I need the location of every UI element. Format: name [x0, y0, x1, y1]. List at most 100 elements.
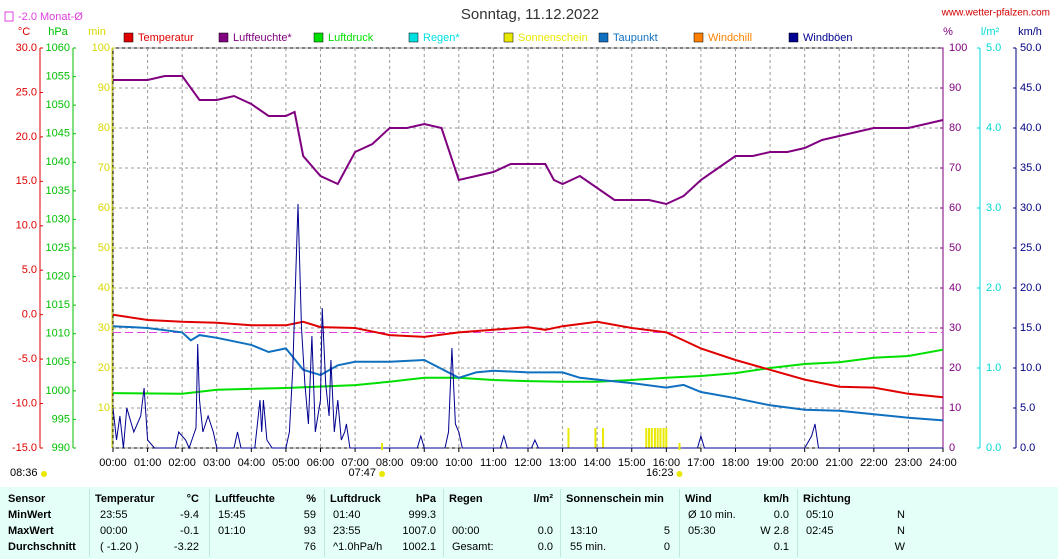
sun-label: 07:47: [349, 467, 377, 479]
axis-tick-label: 30: [949, 322, 961, 334]
table-cell: Sonnenschein min: [566, 493, 664, 505]
table-cell: °C: [186, 493, 199, 505]
legend-label: Temperatur: [138, 32, 194, 44]
series-bar: [648, 428, 651, 448]
x-tick-label: 17:00: [687, 457, 715, 469]
table-cell: 15:45: [218, 509, 246, 521]
axis-tick-label: 20: [949, 362, 961, 374]
source: www.wetter-pfalzen.com: [941, 8, 1050, 19]
series-line: [112, 325, 944, 422]
x-tick-label: 02:00: [168, 457, 196, 469]
table-cell: W 2.8: [760, 525, 789, 537]
separator: [797, 489, 798, 557]
sun-icon: [379, 471, 386, 477]
table-cell: 01:10: [218, 525, 246, 537]
table-cell: 23:55: [333, 525, 361, 537]
axis-tick-label: 30.0: [16, 42, 37, 54]
axis-tick-label: 0: [949, 442, 955, 454]
table-cell: 01:40: [333, 509, 361, 521]
axis-tick-label: 0.0: [1020, 442, 1035, 454]
legend-label: Sonnenschein: [518, 32, 588, 44]
chart-title: Sonntag, 11.12.2022: [461, 6, 599, 23]
table-cell: Regen: [449, 493, 483, 505]
axis-tick-label: 4.0: [986, 122, 1001, 134]
axis-tick-label: 90: [98, 82, 110, 94]
axis-tick-label: 1020: [46, 270, 70, 282]
axis-tick-label: 990: [52, 442, 70, 454]
series-line: [112, 203, 943, 450]
table-cell: 0.0: [537, 525, 553, 537]
table-cell: ( -1.20 ): [100, 541, 139, 553]
legend-swatch: [503, 32, 514, 43]
axis-tick-label: 1005: [46, 356, 70, 368]
axis-tick-label: -15.0: [12, 442, 37, 454]
separator: [89, 489, 90, 557]
table-cell: Sensor: [8, 493, 46, 505]
table-cell: 999.3: [408, 509, 436, 521]
table-cell: 76: [303, 541, 316, 553]
axis-tick-label: 40: [949, 282, 961, 294]
axis-tick-label: 10.0: [1020, 362, 1041, 374]
table-cell: -0.1: [180, 525, 199, 537]
x-tick-label: 04:00: [238, 457, 266, 469]
table-cell: %: [306, 493, 316, 505]
table-cell: 05:30: [688, 525, 716, 537]
axis-tick-label: 30.0: [1020, 202, 1041, 214]
x-tick-label: 06:00: [307, 457, 335, 469]
table-cell: N: [897, 509, 905, 521]
legend-swatch: [598, 32, 609, 43]
reference-label: -2.0 Monat-Ø: [18, 11, 83, 23]
axis-unit: °C: [18, 26, 30, 38]
axis-tick-label: -10.0: [12, 397, 37, 409]
legend-label: Taupunkt: [613, 32, 658, 44]
series-bar: [665, 428, 668, 448]
table-cell: Luftdruck: [330, 493, 381, 505]
axis-tick-label: 1000: [46, 385, 70, 397]
axis-tick-label: 20: [98, 362, 110, 374]
axis-tick-label: 25.0: [16, 86, 37, 98]
axis-tick-label: 1035: [46, 185, 70, 197]
series-bar: [567, 428, 570, 448]
axis-tick-label: 70: [98, 162, 110, 174]
axis-tick-label: 25.0: [1020, 242, 1041, 254]
axis-unit: hPa: [48, 26, 68, 38]
table-cell: N: [897, 525, 905, 537]
table-cell: 02:45: [806, 525, 834, 537]
table-cell: Richtung: [803, 493, 851, 505]
legend-swatch: [218, 32, 229, 43]
legend-swatch: [408, 32, 419, 43]
axis-tick-label: 10: [98, 402, 110, 414]
axis-tick-label: 30: [98, 322, 110, 334]
axis-tick-label: 1040: [46, 156, 70, 168]
legend-swatch: [788, 32, 799, 43]
day-length: 08:36: [10, 467, 38, 479]
table-cell: 00:00: [100, 525, 128, 537]
x-tick-label: 12:00: [514, 457, 542, 469]
table-cell: 13:10: [570, 525, 598, 537]
table-cell: 5: [663, 525, 670, 537]
x-tick-label: 13:00: [549, 457, 577, 469]
axis-tick-label: 1010: [46, 328, 70, 340]
separator: [560, 489, 561, 557]
table-cell: 93: [303, 525, 316, 537]
axis-tick-label: 20.0: [1020, 282, 1041, 294]
x-tick-label: 00:00: [99, 457, 127, 469]
table-cell: 0.0: [773, 509, 789, 521]
sun-icon: [41, 471, 47, 477]
x-tick-label: 20:00: [791, 457, 819, 469]
legend-label: Windchill: [708, 32, 752, 44]
table-cell: 0: [663, 541, 670, 553]
separator: [324, 489, 325, 557]
axis-tick-label: 1055: [46, 70, 70, 82]
x-tick-label: 24:00: [929, 457, 957, 469]
axis-tick-label: 60: [98, 202, 110, 214]
series-bar: [656, 428, 659, 448]
table-cell: Durchschnitt: [8, 541, 76, 553]
chart: -2.0 Monat-Ø Sonntag, 11.12.2022 www.wet…: [4, 6, 1050, 479]
table-cell: 05:10: [806, 509, 834, 521]
x-tick-label: 19:00: [756, 457, 784, 469]
x-tick-label: 08:00: [376, 457, 404, 469]
x-tick-label: 03:00: [203, 457, 231, 469]
axis-tick-label: 50: [98, 242, 110, 254]
sun-icon: [676, 471, 683, 477]
